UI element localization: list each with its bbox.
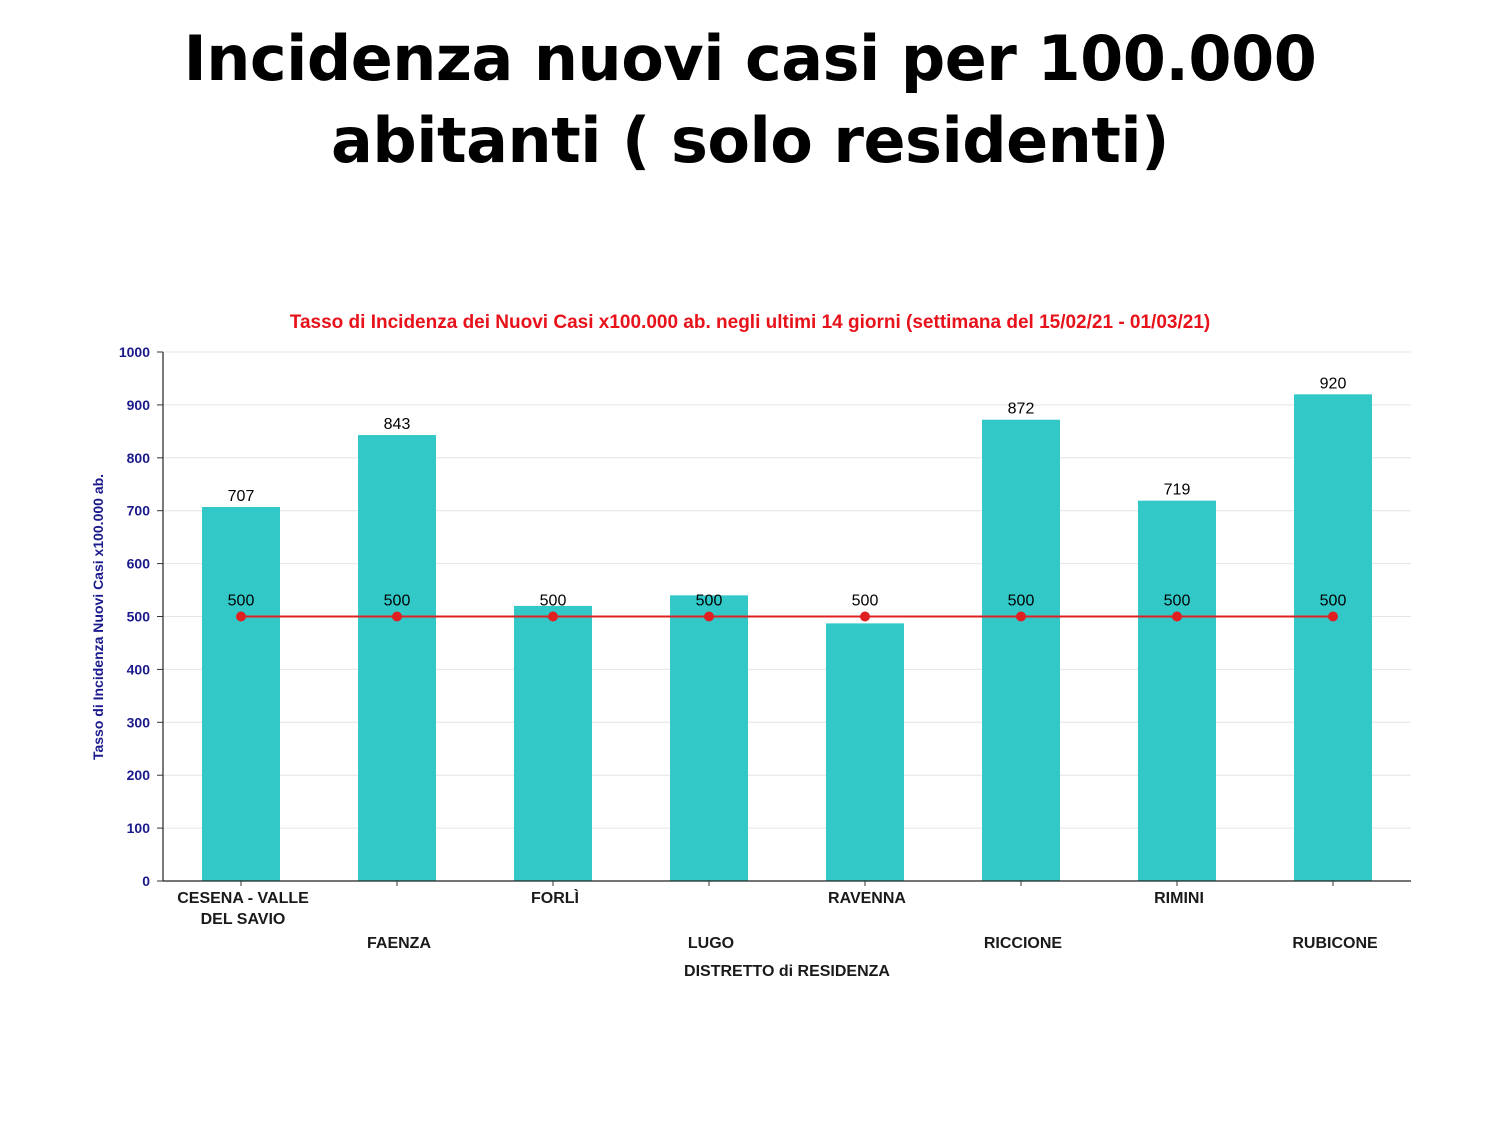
bar [358,435,436,881]
threshold-point [704,611,714,622]
grid-lines [163,351,1411,829]
threshold-value-label: 500 [1008,593,1035,610]
x-category-label: FAENZA [367,935,431,952]
bar-value-label: 719 [1164,482,1191,499]
x-category-label: FORLÌ [531,888,579,907]
x-category-label: RIMINI [1154,890,1204,907]
threshold-point [860,611,870,622]
y-tick-label: 500 [127,609,151,625]
threshold-point [1172,611,1182,622]
bar-value-label: 872 [1008,401,1035,418]
y-tick-label: 0 [142,873,150,889]
threshold-value-label: 500 [384,593,411,610]
threshold-value-label: 500 [696,593,723,610]
threshold-line-series [236,611,1338,622]
bar [826,623,904,881]
threshold-point [1328,611,1338,622]
x-category-label: DEL SAVIO [201,911,286,928]
y-tick-label: 800 [127,450,151,466]
slide-title-line-1: Incidenza nuovi casi per 100.000 [183,22,1317,95]
bar-value-label: 920 [1320,375,1347,392]
y-tick-label: 400 [127,661,151,677]
x-axis-label: DISTRETTO di RESIDENZA [684,963,890,980]
slide-title: Incidenza nuovi casi per 100.000 abitant… [0,18,1500,182]
threshold-value-label: 500 [1320,593,1347,610]
bar [670,595,748,881]
bar-value-label: 843 [384,416,411,433]
threshold-point [1016,611,1026,622]
y-axis-label: Tasso di Incidenza Nuovi Casi x100.000 a… [90,474,106,760]
x-axis-ticks: CESENA - VALLE DEL SAVIO FAENZA FORLÌ LUGO RA… [177,881,1378,952]
threshold-value-label: 500 [1164,593,1191,610]
y-tick-label: 900 [127,397,151,413]
slide-title-line-2: abitanti ( solo residenti) [331,104,1170,177]
y-axis-ticks: 0 100 200 300 400 500 600 700 800 900 1000 [119,344,163,889]
bar [514,605,592,881]
bars [202,394,1372,881]
bar [1138,500,1216,881]
bar [982,419,1060,881]
y-tick-label: 100 [127,820,151,836]
threshold-value-label: 500 [540,593,567,610]
y-tick-label: 600 [127,556,151,572]
x-category-label: RUBICONE [1292,935,1378,952]
x-category-label: RAVENNA [828,890,906,907]
chart-title: Tasso di Incidenza dei Nuovi Casi x100.0… [290,312,1210,333]
threshold-point [236,611,246,622]
x-category-label: RICCIONE [984,935,1063,952]
threshold-point [392,611,402,622]
x-category-label: LUGO [688,935,734,952]
y-tick-label: 1000 [119,344,150,360]
threshold-value-label: 500 [228,593,255,610]
data-labels: 707 843 872 719 920 500 500 500 500 500 500 500 500 [228,375,1347,609]
threshold-value-label: 500 [852,593,879,610]
bar [202,506,280,881]
y-tick-label: 200 [127,767,151,783]
bar-value-label: 707 [228,488,255,505]
x-category-label: CESENA - VALLE [177,890,309,907]
threshold-point [548,611,558,622]
y-tick-label: 700 [127,503,151,519]
y-tick-label: 300 [127,714,151,730]
bar [1294,394,1372,881]
